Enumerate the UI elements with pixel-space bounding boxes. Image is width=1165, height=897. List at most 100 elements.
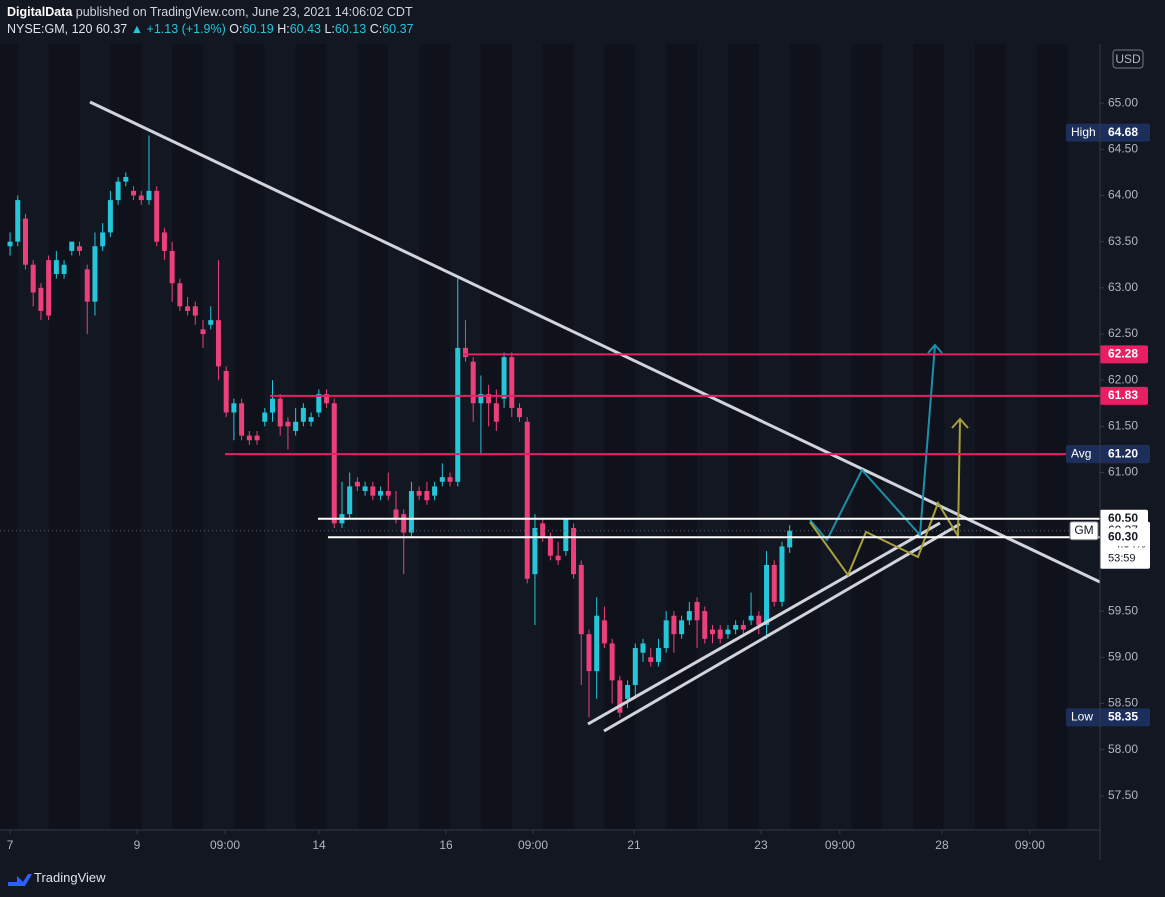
candle-body bbox=[61, 264, 67, 274]
candle-body bbox=[655, 648, 661, 662]
candle-body bbox=[532, 527, 538, 575]
candle-body bbox=[239, 403, 245, 436]
candle-body bbox=[416, 491, 422, 496]
session-band bbox=[1036, 44, 1068, 830]
candle-body bbox=[15, 200, 21, 242]
candle-body bbox=[455, 347, 461, 482]
candle-body bbox=[686, 611, 692, 621]
candle-body bbox=[486, 394, 492, 404]
candle-body bbox=[100, 232, 106, 247]
marker-name-box bbox=[1069, 521, 1099, 541]
candle-body bbox=[169, 250, 175, 284]
candle-body bbox=[517, 407, 523, 418]
candle-body bbox=[555, 555, 561, 561]
candle-body bbox=[563, 518, 569, 552]
candle-body bbox=[439, 477, 445, 482]
candle-body bbox=[524, 421, 530, 579]
session-band bbox=[419, 44, 451, 830]
candle-body bbox=[231, 403, 237, 413]
publish-line: DigitalData published on TradingView.com… bbox=[7, 4, 413, 21]
ohlc-value: 60.43 bbox=[289, 22, 321, 36]
candle-body bbox=[609, 643, 615, 681]
stat-name: High bbox=[1071, 125, 1096, 139]
candle-body bbox=[756, 615, 762, 625]
candle-body bbox=[308, 417, 314, 422]
arrow-head bbox=[951, 417, 969, 429]
x-tick-label: 21 bbox=[627, 838, 641, 852]
brand-logo bbox=[8, 874, 32, 886]
candle-body bbox=[77, 246, 83, 251]
background bbox=[0, 44, 1068, 830]
candle-body bbox=[324, 394, 330, 404]
trend-line bbox=[587, 521, 941, 726]
candle-body bbox=[131, 190, 137, 196]
candle-body bbox=[702, 611, 708, 639]
candle-body bbox=[501, 357, 507, 399]
level-tag-label: 60.30 bbox=[1108, 529, 1138, 543]
candle-body bbox=[177, 283, 183, 307]
level-tag-label: 61.83 bbox=[1108, 388, 1138, 402]
candle-body bbox=[578, 564, 584, 635]
candle-body bbox=[30, 264, 36, 293]
candle-body bbox=[462, 347, 468, 358]
level-tag-label: 62.28 bbox=[1108, 347, 1138, 361]
candle-body bbox=[540, 523, 546, 538]
ohlc-label: C: bbox=[369, 22, 383, 36]
change: ▲ +1.13 (+1.9%) bbox=[130, 22, 226, 36]
candle-body bbox=[408, 491, 414, 533]
candle-body bbox=[107, 200, 113, 233]
projection-path bbox=[809, 344, 936, 542]
published: published on TradingView.com, June 23, 2… bbox=[75, 5, 413, 19]
candle-body bbox=[316, 394, 322, 413]
level-tag bbox=[1100, 386, 1148, 405]
brand: TradingView bbox=[34, 870, 106, 885]
candle-body bbox=[185, 306, 191, 311]
x-tick-label: 9 bbox=[134, 838, 141, 852]
candle-body bbox=[432, 486, 438, 496]
x-tick-label: 09:00 bbox=[518, 838, 548, 852]
stat-tag bbox=[1066, 445, 1150, 464]
y-tick-label: 63.50 bbox=[1108, 234, 1138, 248]
candle-body bbox=[246, 435, 252, 441]
candle-body bbox=[378, 491, 384, 496]
candle-body bbox=[601, 620, 607, 644]
price-tags: 62.2861.8361.2060.50High64.68Avg61.20Low… bbox=[1066, 123, 1150, 727]
header: DigitalData published on TradingView.com… bbox=[7, 4, 413, 38]
candle-body bbox=[478, 394, 484, 404]
stat-value: 58.35 bbox=[1108, 709, 1138, 723]
candle-body bbox=[200, 329, 206, 335]
y-tick-label: 58.00 bbox=[1108, 742, 1138, 756]
session-band bbox=[727, 44, 759, 830]
ohlc-value: 60.19 bbox=[242, 22, 274, 36]
candle-body bbox=[625, 684, 631, 699]
candle-body bbox=[208, 320, 214, 325]
y-tick-label: 62.50 bbox=[1108, 326, 1138, 340]
x-tick-label: 09:00 bbox=[1015, 838, 1045, 852]
candle-body bbox=[787, 530, 793, 548]
candle-body bbox=[594, 615, 600, 672]
projection-path bbox=[809, 419, 961, 578]
candle-body bbox=[493, 403, 499, 422]
candle-body bbox=[7, 241, 13, 247]
candle-body bbox=[262, 412, 268, 422]
candle-body bbox=[285, 421, 291, 427]
session-band bbox=[357, 44, 389, 830]
trend-line bbox=[89, 100, 1101, 584]
candle-body bbox=[223, 370, 229, 413]
y-tick-label: 57.50 bbox=[1108, 788, 1138, 802]
author: DigitalData bbox=[7, 5, 73, 19]
candle-body bbox=[254, 435, 260, 441]
level-tag bbox=[1100, 528, 1148, 547]
last: 60.37 bbox=[95, 22, 128, 36]
stat-name: Avg bbox=[1071, 446, 1091, 460]
candle-body bbox=[385, 491, 391, 496]
candle-body bbox=[138, 195, 144, 201]
candle-body bbox=[53, 260, 59, 274]
y-tick-label: 62.00 bbox=[1108, 372, 1138, 386]
symbol-line: NYSE:GM, 120 60.37 ▲ +1.13 (+1.9%) O:60.… bbox=[7, 21, 413, 38]
candle-body bbox=[192, 306, 198, 316]
candle-body bbox=[123, 177, 129, 182]
candle-body bbox=[779, 546, 785, 602]
session-band bbox=[542, 44, 574, 830]
